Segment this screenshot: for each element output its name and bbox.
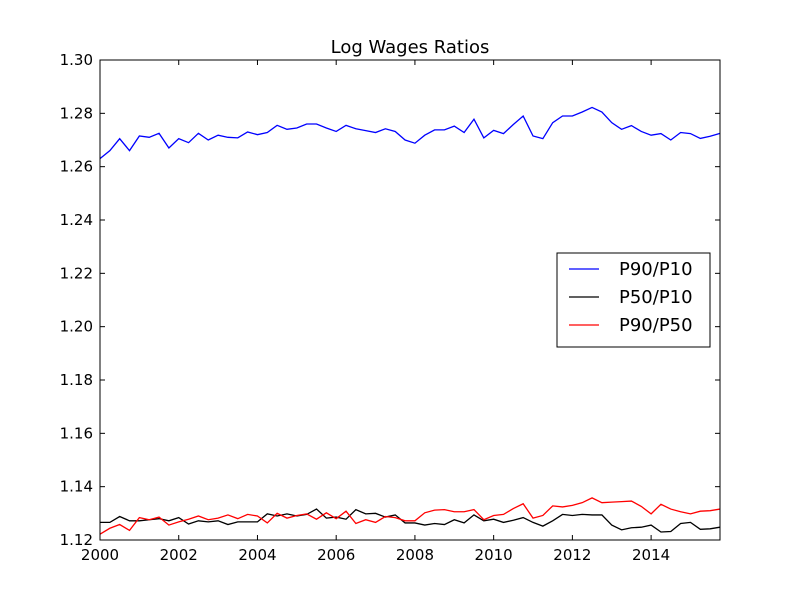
series-line-p90-p10 [99,106,721,160]
x-tick-label: 2014 [632,546,670,564]
axes-frame [99,59,721,541]
legend-label: P90/P10 [619,259,693,280]
x-tick-label: 2006 [317,546,355,564]
series-line-p90-p50 [99,497,721,535]
y-tick-label: 1.12 [60,531,93,549]
legend: P90/P10 P50/P10 P90/P50 [556,252,711,348]
y-tick-label: 1.26 [60,158,93,176]
y-tick-label: 1.30 [60,51,93,69]
legend-label: P50/P10 [619,287,693,308]
y-tick-label: 1.16 [60,424,93,442]
y-tick-label: 1.20 [60,318,93,336]
y-tick-label: 1.22 [60,264,93,282]
legend-label: P90/P50 [619,315,693,336]
x-tick-label: 2004 [238,546,276,564]
y-tick-label: 1.28 [60,104,93,122]
y-tick-label: 1.18 [60,371,93,389]
y-tick-label: 1.24 [60,211,93,229]
plot-area: 2000 2002 2004 2006 2008 2010 2012 2014 1.12 1.14… [60,51,721,564]
chart-title: Log Wages Ratios [331,37,490,58]
y-tick-label: 1.14 [60,478,93,496]
series-line-p50-p10 [100,508,721,533]
x-tick-label: 2002 [160,546,198,564]
x-tick-label: 2012 [553,546,591,564]
x-tick-label: 2010 [475,546,513,564]
x-tick-label: 2008 [396,546,434,564]
x-tick-label: 2000 [81,546,119,564]
